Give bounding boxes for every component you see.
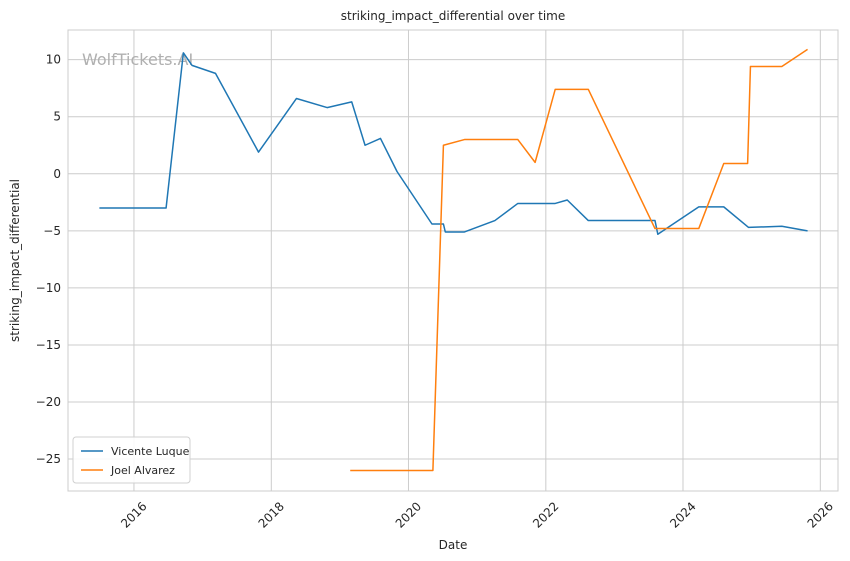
y-tick-label: −25: [36, 452, 61, 466]
y-tick-label: −10: [36, 281, 61, 295]
series-line-joel-alvarez: [350, 48, 808, 472]
legend-label: Joel Alvarez: [110, 464, 175, 477]
legend-label: Vicente Luque: [111, 445, 190, 458]
x-axis-title: Date: [439, 538, 468, 552]
y-tick-label: −20: [36, 395, 61, 409]
watermark-text: WolfTickets.AI: [82, 50, 193, 69]
y-axis-title: striking_impact_differential: [8, 179, 22, 342]
y-tick-label: 5: [53, 110, 61, 124]
series-layer: [99, 48, 808, 472]
chart-title: striking_impact_differential over time: [341, 9, 566, 23]
legend-box: [72, 436, 191, 484]
y-tick-label: −15: [36, 338, 61, 352]
series-line-vicente-luque: [99, 52, 808, 235]
legend: Vicente Luque Joel Alvarez: [72, 436, 191, 484]
y-tick-label: 10: [46, 53, 61, 67]
y-tick-labels: 10 5 0 −5 −10 −15 −20 −25: [36, 53, 61, 466]
y-tick-label: −5: [43, 224, 61, 238]
grid: [68, 30, 838, 491]
y-tick-label: 0: [53, 167, 61, 181]
plot-frame: [67, 29, 839, 492]
